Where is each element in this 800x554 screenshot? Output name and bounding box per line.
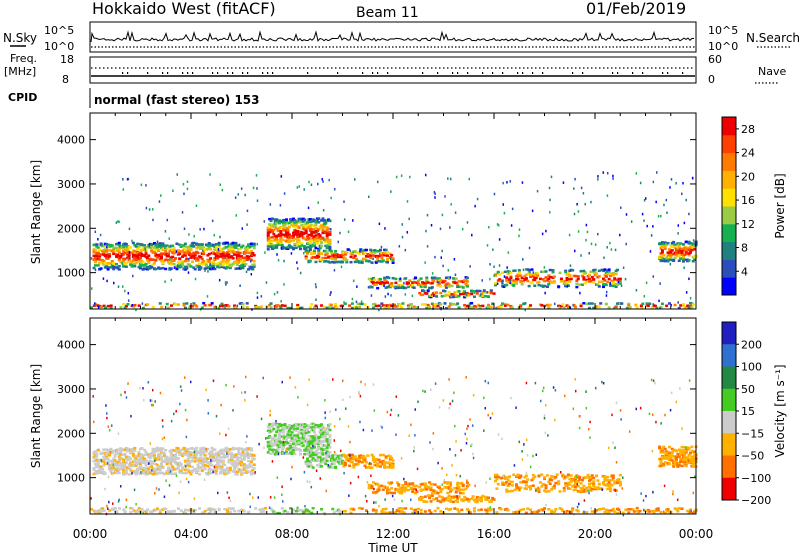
sky-tick-top-right: 10^5 [708,24,738,37]
power-colorbar-tick-5: 24 [741,147,755,160]
x-tick-label-2: 08:00 [275,527,310,541]
x-tick-label-0: 00:00 [73,527,108,541]
velocity-colorbar-segment [722,344,736,367]
velocity-y-tick-0: 1000 [57,472,85,485]
power-colorbar-segment [722,188,736,207]
beam-title: Beam 11 [356,5,419,21]
power-colorbar-segment [722,223,736,243]
velocity-y-tick-2: 3000 [57,383,85,396]
velocity-colorbar-segment [722,366,736,390]
freq-unit-label: [MHz] [4,65,36,78]
velocity-colorbar-segment [722,433,736,456]
power-colorbar-segment [722,134,736,154]
velocity-colorbar-tick-1: 100 [741,361,762,374]
power-panel: 1000 2000 3000 4000 Slant Range [km] 4 8 12 16… [29,112,787,312]
nave-tick-top: 60 [708,53,722,66]
nave-tick-bottom: 0 [708,73,715,86]
sky-noise-trace [90,30,695,43]
x-tick-label-1: 04:00 [174,527,209,541]
velocity-colorbar-tick-4: −15 [741,427,764,440]
station-title: Hokkaido West (fitACF) [92,0,276,18]
velocity-panel: 1000 2000 3000 4000 Slant Range [km] 200 100… [29,317,787,517]
velocity-y-tick-3: 4000 [57,339,85,352]
x-tick-label-4: 16:00 [477,527,512,541]
velocity-colorbar-tick-0: 200 [741,338,762,351]
power-y-tick-1: 2000 [57,222,85,235]
search-label: N.Search [746,31,800,45]
date-title: 01/Feb/2019 [586,0,686,18]
power-y-label: Slant Range [km] [29,160,43,264]
velocity-colorbar-segment [722,388,736,412]
sky-label: N.Sky [3,31,37,45]
freq-label: Freq. [10,52,37,65]
power-colorbar-tick-2: 12 [741,218,755,231]
velocity-colorbar-segment [722,455,736,479]
velocity-colorbar-segment [722,477,736,501]
cpid-mode-text: normal (fast stereo) 153 [94,93,260,107]
velocity-colorbar-segment [722,322,736,345]
freq-tick-bottom: 8 [62,73,69,86]
x-tick-label-3: 12:00 [376,527,411,541]
power-y-tick-0: 1000 [57,267,85,280]
x-tick-label-6: 00:00 [679,527,714,541]
sky-tick-top-left: 10^5 [44,24,74,37]
power-colorbar-segment [722,277,736,296]
power-colorbar-tick-4: 20 [741,170,755,183]
nave-label: Nave [758,65,786,78]
sky-tick-bottom-right: 10^0 [708,40,738,53]
power-colorbar-tick-3: 16 [741,194,755,207]
velocity-y-label: Slant Range [km] [29,364,43,468]
freq-tick-top: 18 [60,53,74,66]
freq-panel: Freq. [MHz] 18 8 60 0 Nave [4,52,786,86]
velocity-colorbar-tick-2: 50 [741,383,755,396]
x-tick-label-5: 20:00 [578,527,613,541]
power-y-tick-3: 4000 [57,134,85,147]
power-colorbar-tick-6: 28 [741,123,755,136]
power-colorbar-segment [722,170,736,189]
x-axis-label: Time UT [367,541,418,554]
power-colorbar-segment [722,117,736,136]
power-colorbar-tick-0: 4 [741,265,748,278]
velocity-heatmap-cells [90,375,698,517]
power-heatmap-cells [90,171,698,312]
sky-noise-panel: N.Sky 10^5 10^0 10^5 10^0 N.Search [3,21,800,53]
velocity-colorbar-tick-6: −100 [741,472,771,485]
power-colorbar-tick-1: 8 [741,242,748,255]
velocity-colorbar-tick-7: −200 [741,494,771,507]
power-colorbar-label: Power [dB] [773,173,787,238]
cpid-label: CPID [8,91,37,104]
power-colorbar-segment [722,259,736,278]
power-colorbar-segment [722,206,736,225]
velocity-colorbar-tick-3: 15 [741,405,755,418]
power-colorbar-segment [722,152,736,171]
velocity-colorbar-tick-5: −50 [741,450,764,463]
power-colorbar-segment [722,241,736,260]
velocity-colorbar-segment [722,411,736,434]
velocity-y-tick-1: 2000 [57,427,85,440]
sky-tick-bottom-left: 10^0 [44,40,74,53]
cpid-panel: CPID normal (fast stereo) 153 [8,88,260,108]
power-y-tick-2: 3000 [57,178,85,191]
velocity-colorbar-label: Velocity [m s⁻¹] [773,364,787,457]
